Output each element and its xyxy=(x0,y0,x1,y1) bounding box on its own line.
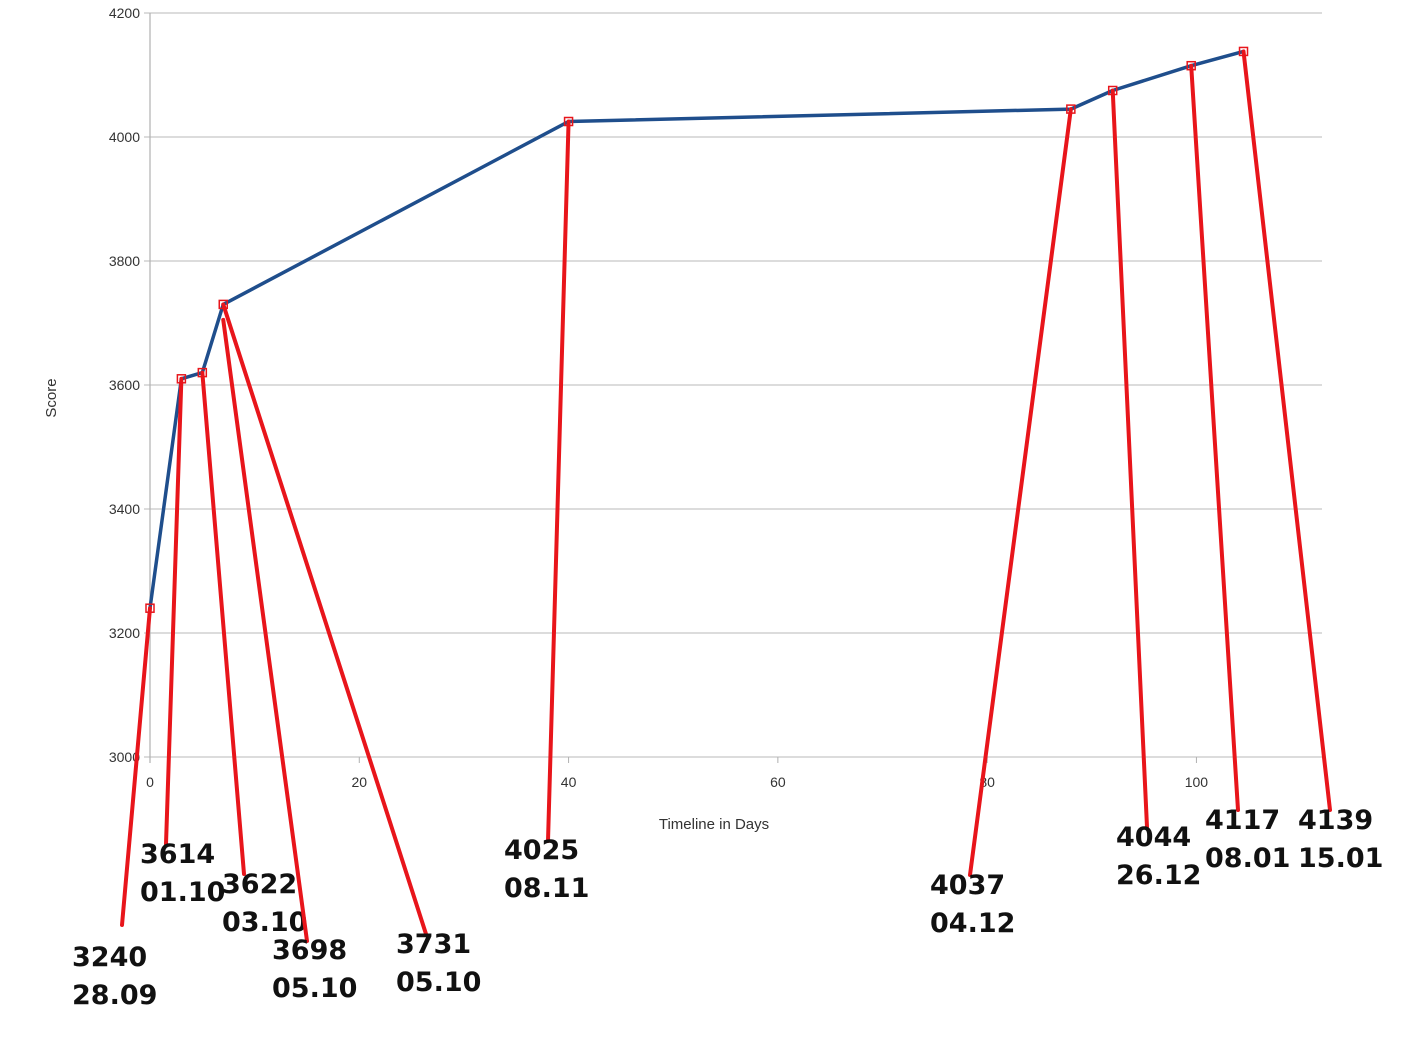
annotation-score: 3698 xyxy=(272,935,347,966)
annotation-label: 4117 08.01 xyxy=(1205,805,1290,874)
annotation-date: 28.09 xyxy=(72,980,157,1011)
annotation-leader-line xyxy=(200,370,246,876)
annotation-date: 03.10 xyxy=(222,907,307,938)
annotation-score: 4139 xyxy=(1298,805,1373,836)
annotation-score: 3731 xyxy=(396,929,471,960)
annotation-leader-line xyxy=(1110,88,1149,829)
y-tick-label: 4200 xyxy=(109,5,140,21)
series-line xyxy=(145,46,1249,613)
annotation-label: 3698 05.10 xyxy=(272,935,357,1004)
annotation-label: 3622 03.10 xyxy=(222,869,307,938)
annotation-label: 3240 28.09 xyxy=(72,942,157,1011)
annotation-score: 4044 xyxy=(1116,822,1191,853)
gridlines xyxy=(144,12,1322,758)
x-tick-labels: 0 20 40 60 80 100 xyxy=(146,774,1208,790)
annotation-leader-line xyxy=(120,606,152,927)
y-tick-label: 3000 xyxy=(109,749,140,765)
annotation-date: 01.10 xyxy=(140,877,225,908)
annotation-date: 05.10 xyxy=(396,967,481,998)
annotation-leader-line xyxy=(164,376,184,846)
annotation-label: 4037 04.12 xyxy=(930,870,1015,939)
annotation-date: 26.12 xyxy=(1116,860,1201,891)
annotation-score: 3622 xyxy=(222,869,297,900)
annotation-score: 4037 xyxy=(930,870,1005,901)
annotation-score: 4117 xyxy=(1205,805,1280,836)
annotation-score: 4025 xyxy=(504,835,579,866)
annotation-label: 4044 26.12 xyxy=(1116,822,1201,891)
annotation-label: 3614 01.10 xyxy=(140,839,225,908)
annotation-score: 3240 xyxy=(72,942,147,973)
annotation-score: 3614 xyxy=(140,839,215,870)
annotation-date: 05.10 xyxy=(272,973,357,1004)
x-tick-label: 0 xyxy=(146,774,154,790)
annotation-date: 15.01 xyxy=(1298,843,1383,874)
annotation-date: 04.12 xyxy=(930,908,1015,939)
annotation-date: 08.01 xyxy=(1205,843,1290,874)
annotation-leader-line xyxy=(1241,49,1332,812)
annotation-leader-line xyxy=(1189,63,1240,812)
y-tick-label: 3400 xyxy=(109,501,140,517)
annotation-leader-line xyxy=(968,107,1073,877)
y-tick-labels: 3000 3200 3400 3600 3800 4000 4200 xyxy=(109,5,140,765)
x-axis-label: Timeline in Days xyxy=(659,816,769,833)
y-tick-label: 3800 xyxy=(109,253,140,269)
annotation-leader-line xyxy=(546,119,571,843)
x-tick-label: 40 xyxy=(561,774,577,790)
y-tick-label: 4000 xyxy=(109,129,140,145)
series-polyline xyxy=(148,49,1244,609)
annotations: 324028.09361401.10362203.10369805.103731… xyxy=(72,49,1383,1011)
annotation-leader-line xyxy=(221,302,428,936)
x-tick-label: 20 xyxy=(351,774,367,790)
annotation-label: 4025 08.11 xyxy=(504,835,589,904)
y-tick-label: 3600 xyxy=(109,377,140,393)
y-axis-label: Score xyxy=(43,378,60,417)
annotation-label: 3731 05.10 xyxy=(396,929,481,998)
x-tick-label: 60 xyxy=(770,774,786,790)
annotation-label: 4139 15.01 xyxy=(1298,805,1383,874)
y-tick-label: 3200 xyxy=(109,625,140,641)
annotation-leader-line xyxy=(221,317,309,943)
axes xyxy=(149,13,1197,763)
annotation-date: 08.11 xyxy=(504,873,589,904)
x-tick-label: 100 xyxy=(1185,774,1209,790)
